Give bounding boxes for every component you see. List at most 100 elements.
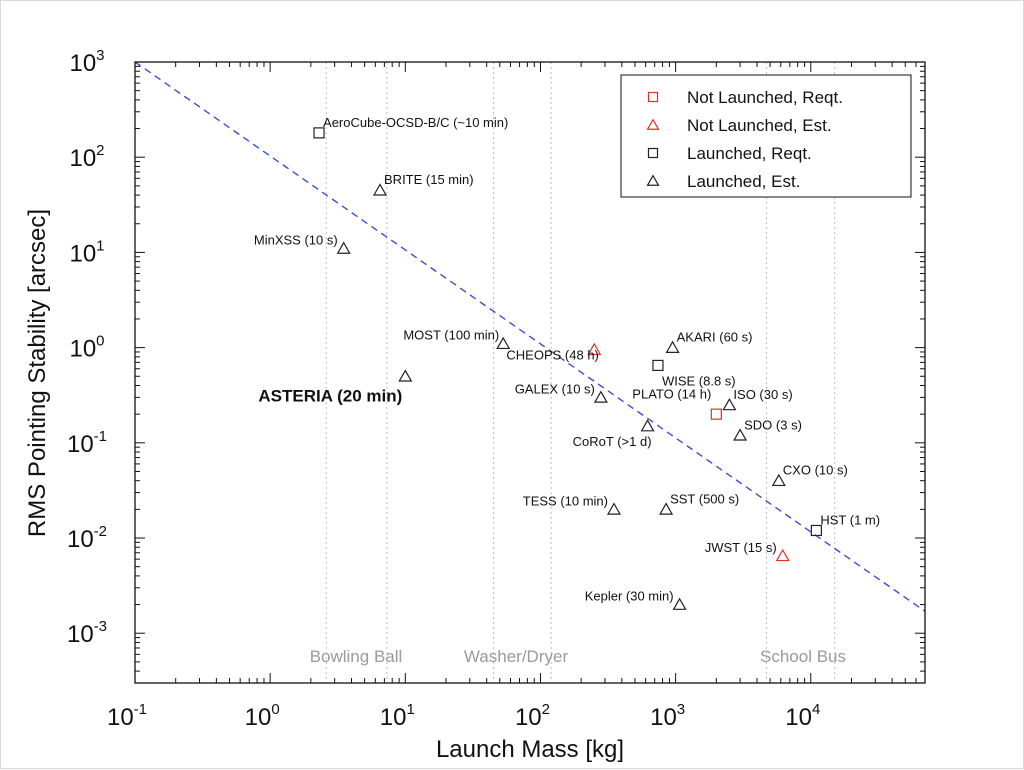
point-label-sdo: SDO (3 s) — [744, 417, 802, 432]
point-label-galex: GALEX (10 s) — [515, 381, 595, 396]
reference-lines — [325, 62, 836, 683]
triangle-marker — [372, 183, 388, 196]
y-axis-label: RMS Pointing Stability [arcsec] — [24, 209, 51, 537]
triangle-marker — [398, 369, 413, 382]
square-marker — [313, 127, 325, 139]
x-tick-exponent: 3 — [677, 701, 685, 718]
point-labels: JWST (15 s) AeroCube-OCSD-B/C (~10 min) WI… — [254, 115, 880, 604]
x-tick-exponent: 1 — [406, 701, 414, 718]
x-tick-label: 102 — [515, 701, 550, 731]
square-marker — [810, 524, 822, 537]
y-tick-exponent: -2 — [94, 523, 107, 540]
triangle-marker — [593, 390, 608, 403]
trend-line — [134, 61, 926, 612]
point-label-cxo: CXO (10 s) — [783, 463, 848, 478]
triangle-marker — [733, 428, 748, 441]
y-tick-base: 10 — [67, 621, 94, 648]
triangle-marker — [336, 241, 351, 254]
x-axis-label: Launch Mass [kg] — [436, 736, 624, 763]
legend-triangle-marker — [646, 174, 660, 186]
point-label-wise: WISE (8.8 s) — [662, 373, 736, 388]
x-tick-label: 103 — [650, 701, 685, 731]
ref-label-school-bus: School Bus — [760, 647, 846, 666]
triangle-marker — [606, 502, 622, 515]
ref-label-washer-dryer: Washer/Dryer — [464, 647, 569, 666]
y-tick-base: 10 — [67, 526, 94, 553]
y-tick-base: 10 — [69, 50, 96, 77]
point-label-kepler: Kepler (30 min) — [585, 589, 674, 604]
point-label-iso: ISO (30 s) — [733, 387, 792, 402]
x-tick-base: 10 — [380, 704, 407, 731]
x-tick-exponent: 0 — [271, 701, 279, 718]
y-tick-label: 101 — [69, 237, 104, 267]
point-label-sst: SST (500 s) — [670, 491, 739, 506]
y-tick-label: 103 — [69, 47, 104, 77]
plot-frame — [134, 61, 926, 684]
point-label-brite: BRITE (15 min) — [384, 172, 474, 187]
point-label-hst: HST (1 m) — [820, 512, 880, 527]
x-tick-base: 10 — [785, 704, 812, 731]
triangle-marker — [496, 336, 511, 350]
x-tick-base: 10 — [650, 704, 677, 731]
annotation-cheops: CHEOPS (48 h) — [506, 347, 598, 362]
legend-square-marker — [647, 91, 659, 103]
point-label-tess: TESS (10 min) — [523, 493, 608, 508]
legend-entry-launched-reqt: Launched, Reqt. — [687, 144, 812, 163]
square-marker — [652, 359, 664, 372]
x-tick-base: 10 — [107, 704, 134, 731]
y-tick-exponent: 1 — [96, 237, 104, 254]
point-label-akari: AKARI (60 s) — [677, 330, 753, 345]
triangle-marker — [665, 340, 680, 353]
x-tick-label: 104 — [785, 701, 820, 731]
point-label-aerocube-ocsd-b-c: AeroCube-OCSD-B/C (~10 min) — [323, 115, 508, 130]
triangle-marker — [659, 502, 674, 515]
legend-entry-launched-est: Launched, Est. — [687, 172, 800, 191]
y-tick-base: 10 — [67, 431, 94, 458]
x-tick-base: 10 — [515, 704, 542, 731]
legend-entry-not-launched-reqt: Not Launched, Reqt. — [687, 88, 843, 107]
x-tick-base: 10 — [245, 704, 272, 731]
data-points — [313, 127, 822, 610]
y-tick-base: 10 — [69, 145, 96, 172]
point-label-corot: CoRoT (>1 d) — [573, 434, 652, 449]
legend-square-marker — [647, 147, 659, 159]
y-tick-label: 10-3 — [67, 618, 107, 648]
y-tick-base: 10 — [69, 240, 96, 267]
trend-line-dashed — [134, 61, 926, 612]
legend: Not Launched, Reqt. Not Launched, Est. Lau… — [620, 74, 912, 198]
point-label-most: MOST (100 min) — [403, 328, 499, 343]
triangle-marker — [587, 342, 602, 356]
y-tick-label: 10-2 — [67, 523, 107, 553]
y-tick-label: 10-1 — [67, 428, 107, 458]
y-tick-exponent: 3 — [96, 47, 104, 64]
axis-ticks — [134, 61, 926, 684]
y-tick-label: 102 — [69, 142, 104, 172]
x-tick-label: 100 — [245, 701, 280, 731]
triangle-marker — [640, 419, 655, 432]
x-tick-exponent: 4 — [812, 701, 820, 718]
legend-box — [620, 74, 912, 198]
reference-labels: Bowling Ball Washer/Dryer School Bus — [310, 647, 846, 666]
legend-entry-not-launched-est: Not Launched, Est. — [687, 116, 832, 135]
y-tick-label: 100 — [69, 333, 104, 363]
triangle-marker — [672, 597, 687, 610]
y-tick-exponent: 0 — [96, 333, 104, 350]
x-tick-exponent: 2 — [542, 701, 550, 718]
x-tick-label: 101 — [380, 701, 415, 731]
x-tick-label: 10-1 — [107, 701, 147, 731]
y-tick-exponent: 2 — [96, 142, 104, 159]
x-tick-exponent: -1 — [134, 701, 147, 718]
y-tick-base: 10 — [69, 336, 96, 363]
y-tick-exponent: -3 — [94, 618, 107, 635]
annotation-asteria: ASTERIA (20 min) — [258, 386, 402, 405]
ref-label-bowling-ball: Bowling Ball — [310, 647, 403, 666]
point-label-minxss: MinXSS (10 s) — [254, 232, 338, 247]
triangle-marker — [771, 473, 786, 487]
legend-triangle-marker — [646, 118, 660, 130]
triangle-marker — [775, 548, 790, 562]
annotation-plato: PLATO (14 h) — [632, 387, 711, 402]
point-label-jwst: JWST (15 s) — [705, 540, 777, 555]
square-marker — [710, 408, 722, 420]
